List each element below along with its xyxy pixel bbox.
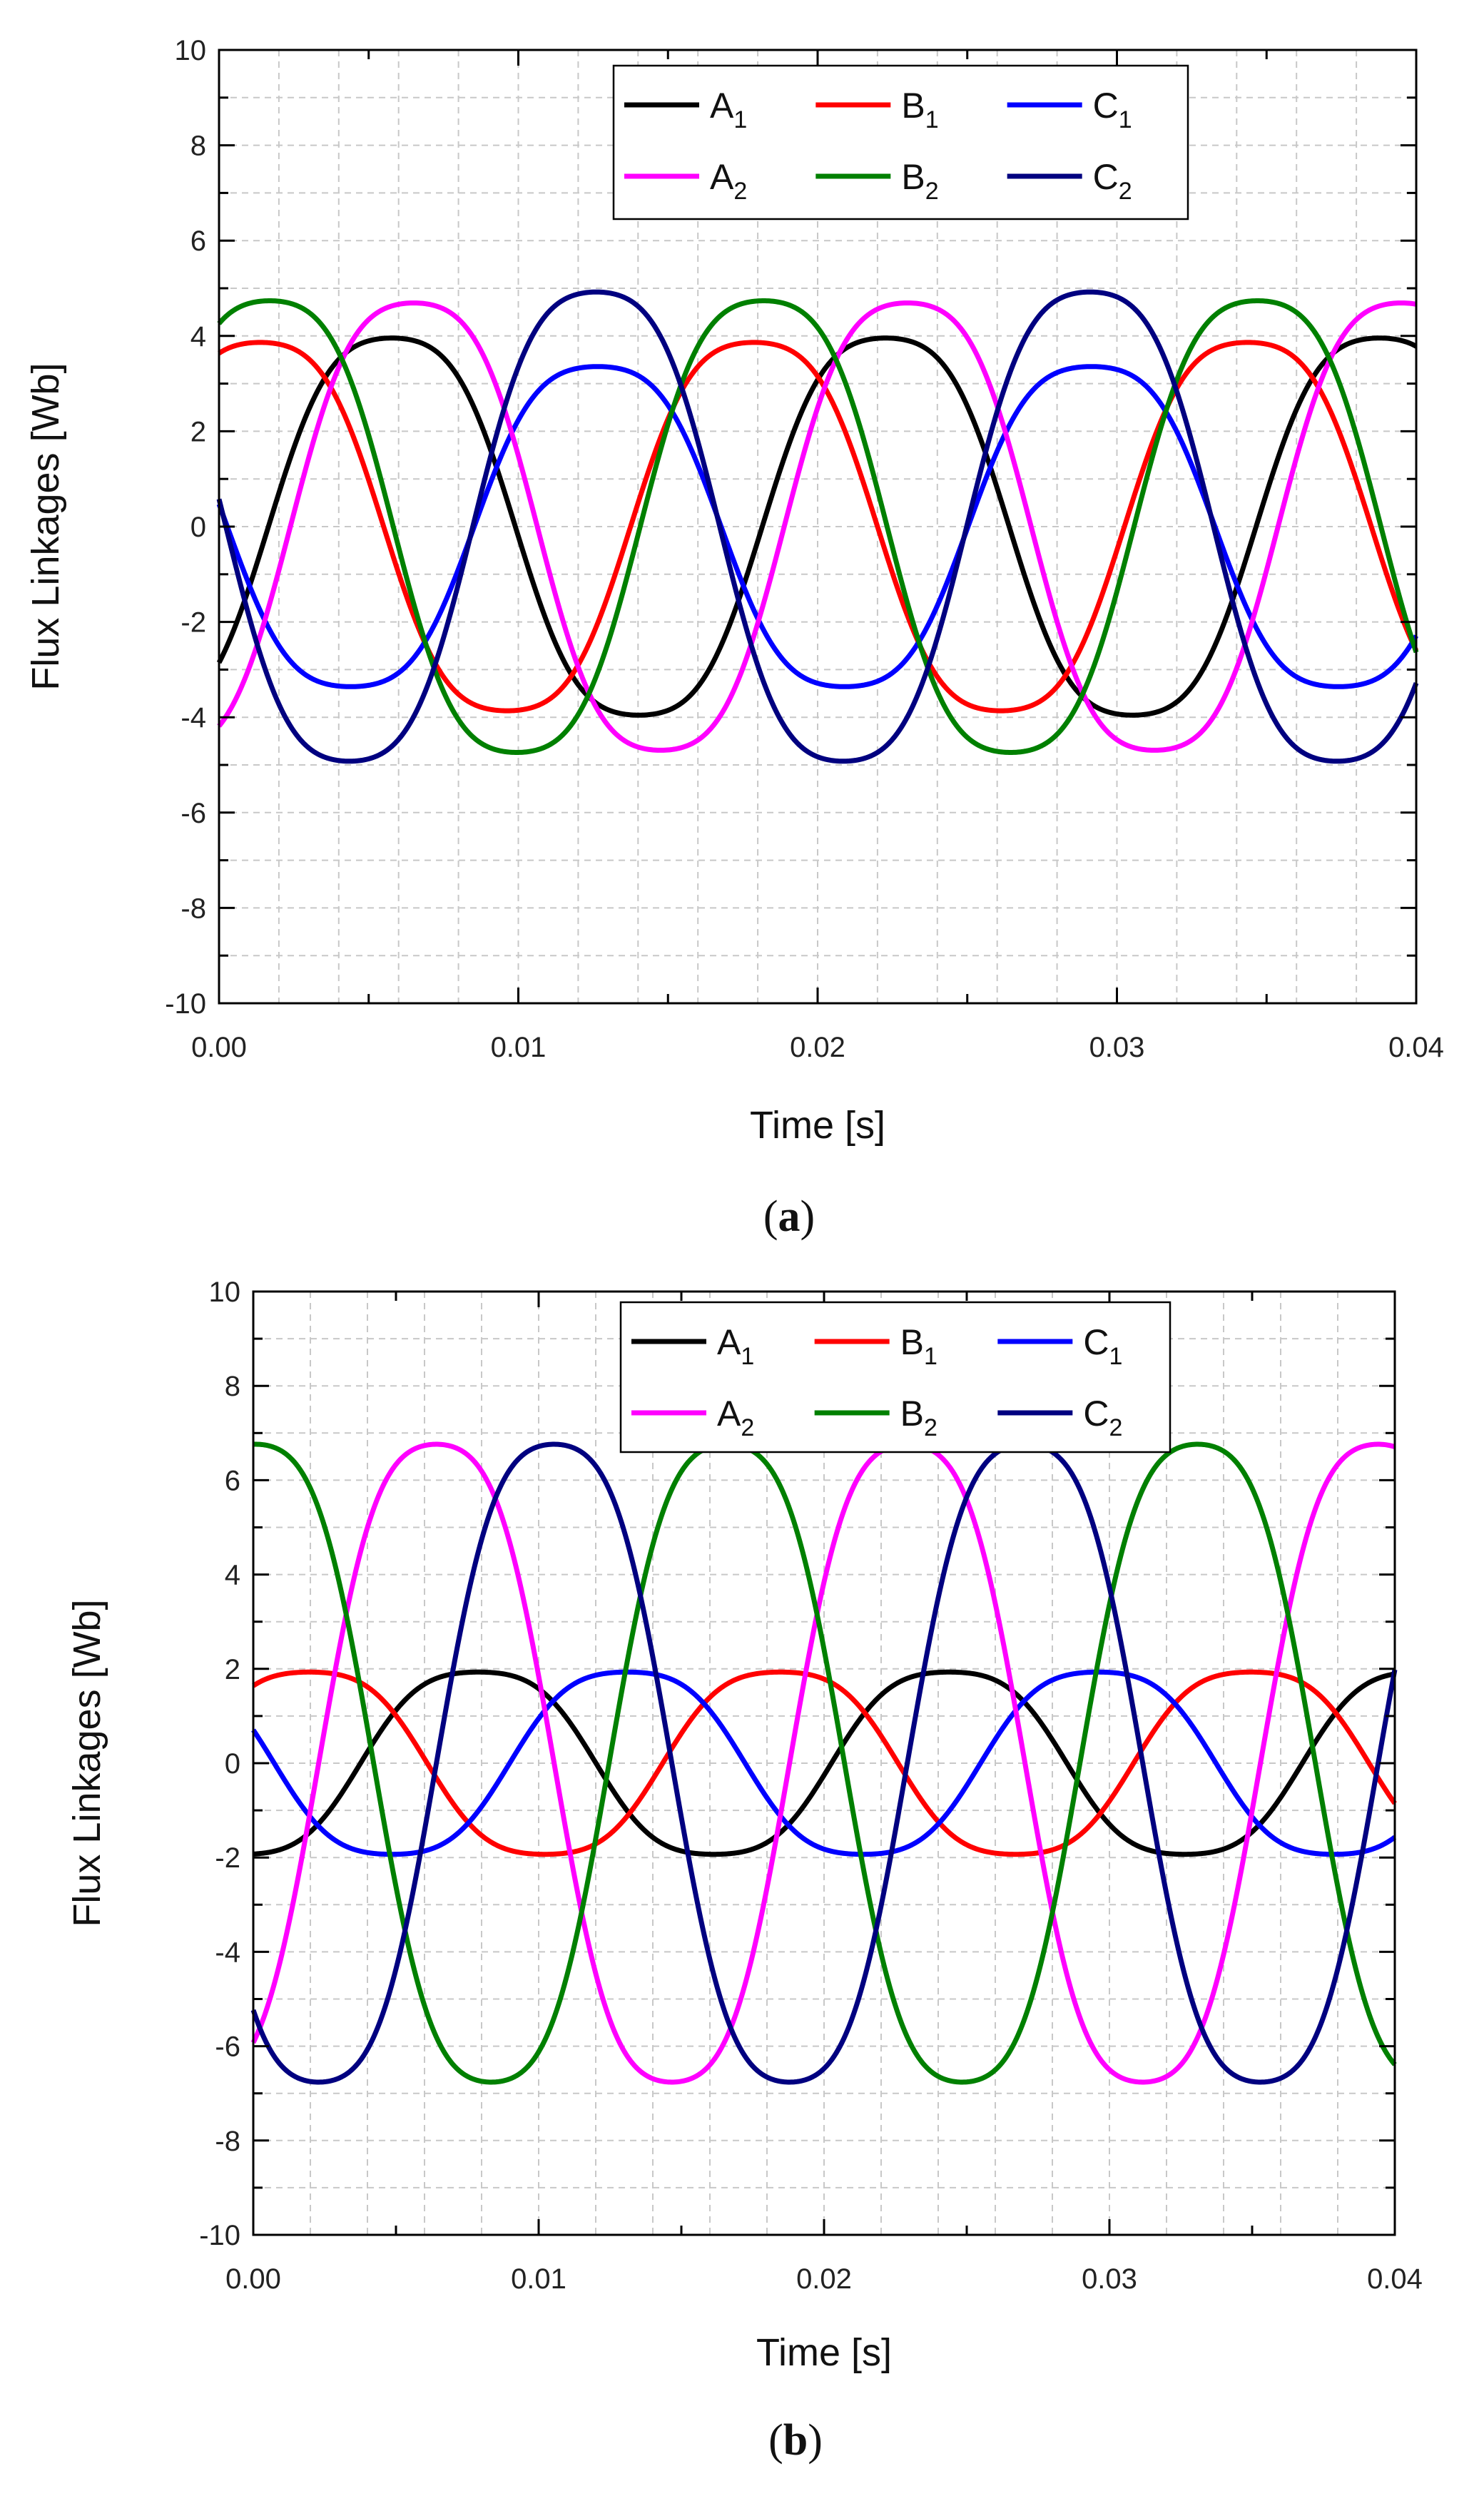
x-tick-label: 0.02: [790, 1032, 845, 1063]
x-tick-label: 0.02: [796, 2263, 852, 2295]
y-tick-label: 2: [190, 416, 206, 447]
series-line-a2: [217, 300, 1418, 753]
legend-label: A2: [710, 157, 747, 205]
y-axis-title: Flux Linkages [Wb]: [24, 362, 67, 690]
x-tick-label: 0.01: [491, 1032, 547, 1063]
caption-letter: b: [783, 2416, 808, 2465]
y-tick-label: 10: [175, 35, 207, 66]
chart-a: 0.00 0.01 0.02 0.03 0.04 -10 -8 -6 -4 -2 0 2 4 6 8 10 Ti…: [24, 35, 1444, 1241]
legend-label-subscript: 2: [741, 1414, 754, 1441]
y-tick-label: 0: [190, 512, 206, 543]
series-line-a1: [252, 1669, 1396, 1857]
y-tick-label: 8: [225, 1371, 240, 1402]
y-tick-label: -6: [215, 2031, 240, 2063]
x-axis-title: Time [s]: [750, 1104, 885, 1147]
legend-label-subscript: 1: [741, 1343, 754, 1370]
y-tick-label: 4: [190, 321, 206, 352]
y-tick-label: -10: [165, 988, 206, 1020]
series-line-b2: [217, 298, 1419, 755]
chart-b: 0.00 0.01 0.02 0.03 0.04 -10 -8 -6 -4 -2 0 2 4 6 8 10 Ti…: [66, 1277, 1423, 2465]
figure-caption: (b): [768, 2416, 823, 2465]
y-tick-label: -2: [215, 1842, 240, 1874]
x-tick-label: 0.00: [225, 2263, 281, 2295]
legend-label-subscript: 1: [924, 1343, 937, 1370]
series-line-c1: [251, 1669, 1397, 1857]
y-tick-label: -4: [181, 702, 206, 734]
y-tick-label: 4: [225, 1560, 240, 1591]
x-tick-label: 0.04: [1367, 2263, 1423, 2295]
y-tick-label: -2: [181, 607, 206, 639]
x-tick-label: 0.01: [511, 2263, 566, 2295]
legend-label-subscript: 1: [1109, 1343, 1122, 1370]
legend-label: C2: [1093, 157, 1132, 205]
x-tick-label: 0.03: [1082, 2263, 1137, 2295]
x-tick-label: 0.00: [191, 1032, 247, 1063]
legend-label-subscript: 1: [1119, 106, 1132, 133]
series-line-c2: [216, 289, 1419, 764]
legend-label-subscript: 2: [924, 1414, 937, 1441]
caption-letter: a: [778, 1192, 801, 1241]
y-tick-label: -4: [215, 1937, 240, 1968]
y-tick-label: 2: [225, 1654, 240, 1685]
series-line-b2: [252, 1441, 1397, 2085]
y-tick-label: 0: [225, 1748, 240, 1780]
legend-label-subscript: 2: [733, 178, 747, 205]
series-line-c2: [250, 1441, 1398, 2085]
y-tick-label: 6: [190, 225, 206, 257]
legend-label-subscript: 2: [1109, 1414, 1122, 1441]
series-line-a2: [250, 1441, 1396, 2085]
x-tick-label: 0.03: [1089, 1032, 1145, 1063]
legend-box: [619, 1301, 1172, 1454]
x-axis-title: Time [s]: [756, 2331, 892, 2374]
y-tick-label: 8: [190, 131, 206, 162]
y-tick-label: -8: [215, 2126, 240, 2157]
y-tick-label: 6: [225, 1465, 240, 1496]
legend-label-subscript: 1: [925, 106, 939, 133]
y-tick-label: 10: [209, 1277, 241, 1308]
y-tick-label: -6: [181, 798, 206, 829]
figure-caption: (a): [763, 1192, 815, 1241]
y-tick-label: -10: [199, 2220, 240, 2251]
y-tick-label: -8: [181, 893, 206, 924]
x-tick-label: 0.04: [1388, 1032, 1444, 1063]
legend-box: [612, 64, 1189, 220]
legend-label-subscript: 1: [733, 106, 747, 133]
series-line-b1: [252, 1669, 1397, 1857]
legend-label-subscript: 2: [1119, 178, 1132, 205]
y-axis-title: Flux Linkages [Wb]: [66, 1599, 108, 1927]
legend-label-subscript: 2: [925, 178, 939, 205]
